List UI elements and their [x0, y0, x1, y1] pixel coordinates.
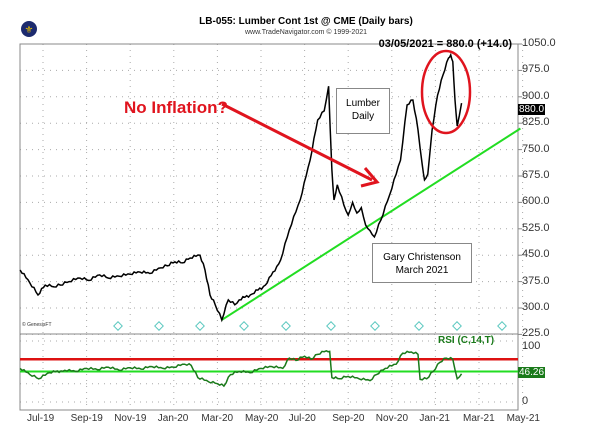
price-tick-label: 825.0	[522, 116, 550, 129]
headline-annotation: No Inflation?	[124, 98, 228, 117]
last-quote: 03/05/2021 = 880.0 (+14.0)	[378, 38, 512, 50]
price-tick-label: 450.0	[522, 248, 550, 261]
rsi-label: RSI (C,14,T)	[438, 335, 495, 346]
time-tick-label: Mar-21	[463, 413, 495, 424]
support-trendline	[221, 127, 521, 321]
diamond-marker-icon	[113, 321, 123, 331]
price-tick-label: 975.0	[522, 63, 550, 76]
price-tick-label: 750.0	[522, 142, 550, 155]
time-tick-label: Sep-20	[332, 413, 365, 424]
diamond-marker-icon	[281, 321, 291, 331]
arrow-head-icon	[360, 167, 380, 188]
chart-title: LB-055: Lumber Cont 1st @ CME (Daily bar…	[199, 16, 413, 27]
diamond-marker-icon	[452, 321, 462, 331]
annotation-arrow	[221, 102, 373, 182]
box-line: Daily	[351, 111, 375, 122]
diamond-marker-icon	[326, 321, 336, 331]
time-tick-label: Jul-20	[288, 413, 316, 424]
author-box: Gary Christenson March 2021	[372, 243, 472, 283]
time-tick-label: Jul-19	[27, 413, 55, 424]
price-tick-label: 900.0	[522, 89, 550, 102]
diamond-marker-icon	[497, 321, 507, 331]
box-line: Gary Christenson	[383, 252, 461, 263]
price-tick-label: 675.0	[522, 169, 550, 181]
rsi-line	[19, 349, 463, 388]
price-line	[19, 52, 463, 323]
rsi-tick-label: 100	[522, 340, 541, 352]
price-tick-label: 375.0	[522, 274, 550, 287]
box-line: Lumber	[346, 98, 380, 109]
time-tick-label: Jan-21	[419, 413, 450, 424]
diamond-marker-icon	[154, 321, 164, 331]
diamond-marker-icon	[414, 321, 424, 331]
copyright: © GenesisFT	[22, 322, 52, 328]
event-markers	[113, 321, 507, 331]
trade-navigator-logo	[21, 21, 37, 37]
time-tick-label: May-21	[506, 413, 540, 424]
gridlines	[20, 43, 524, 410]
price-tick-label: 225.0	[522, 327, 550, 340]
logo-glyph: ⚜	[25, 25, 34, 36]
price-tick-label: 525.0	[522, 221, 550, 234]
box-line: March 2021	[395, 265, 449, 276]
time-tick-label: Sep-19	[70, 413, 103, 424]
last-price-tag: 880.0	[518, 104, 546, 115]
time-tick-label: Mar-20	[201, 413, 234, 424]
lumber-daily-box: Lumber Daily	[336, 88, 390, 134]
time-tick-label: Nov-19	[114, 413, 147, 424]
diamond-marker-icon	[195, 321, 205, 331]
chart-subtitle: www.TradeNavigator.com © 1999-2021	[244, 29, 367, 36]
time-tick-label: Jan-20	[157, 413, 189, 424]
price-tick-label: 600.0	[522, 195, 550, 208]
price-tick-label: 1050.0	[522, 37, 556, 49]
highlight-ellipse	[420, 49, 472, 135]
rsi-tick-label: 0	[522, 395, 529, 407]
price-tick-label: 300.0	[522, 301, 550, 313]
diamond-marker-icon	[370, 321, 380, 331]
last-rsi-tag: 46.26	[518, 367, 546, 378]
time-tick-label: Nov-20	[375, 413, 409, 424]
time-tick-label: May-20	[245, 413, 279, 424]
diamond-marker-icon	[239, 321, 249, 331]
